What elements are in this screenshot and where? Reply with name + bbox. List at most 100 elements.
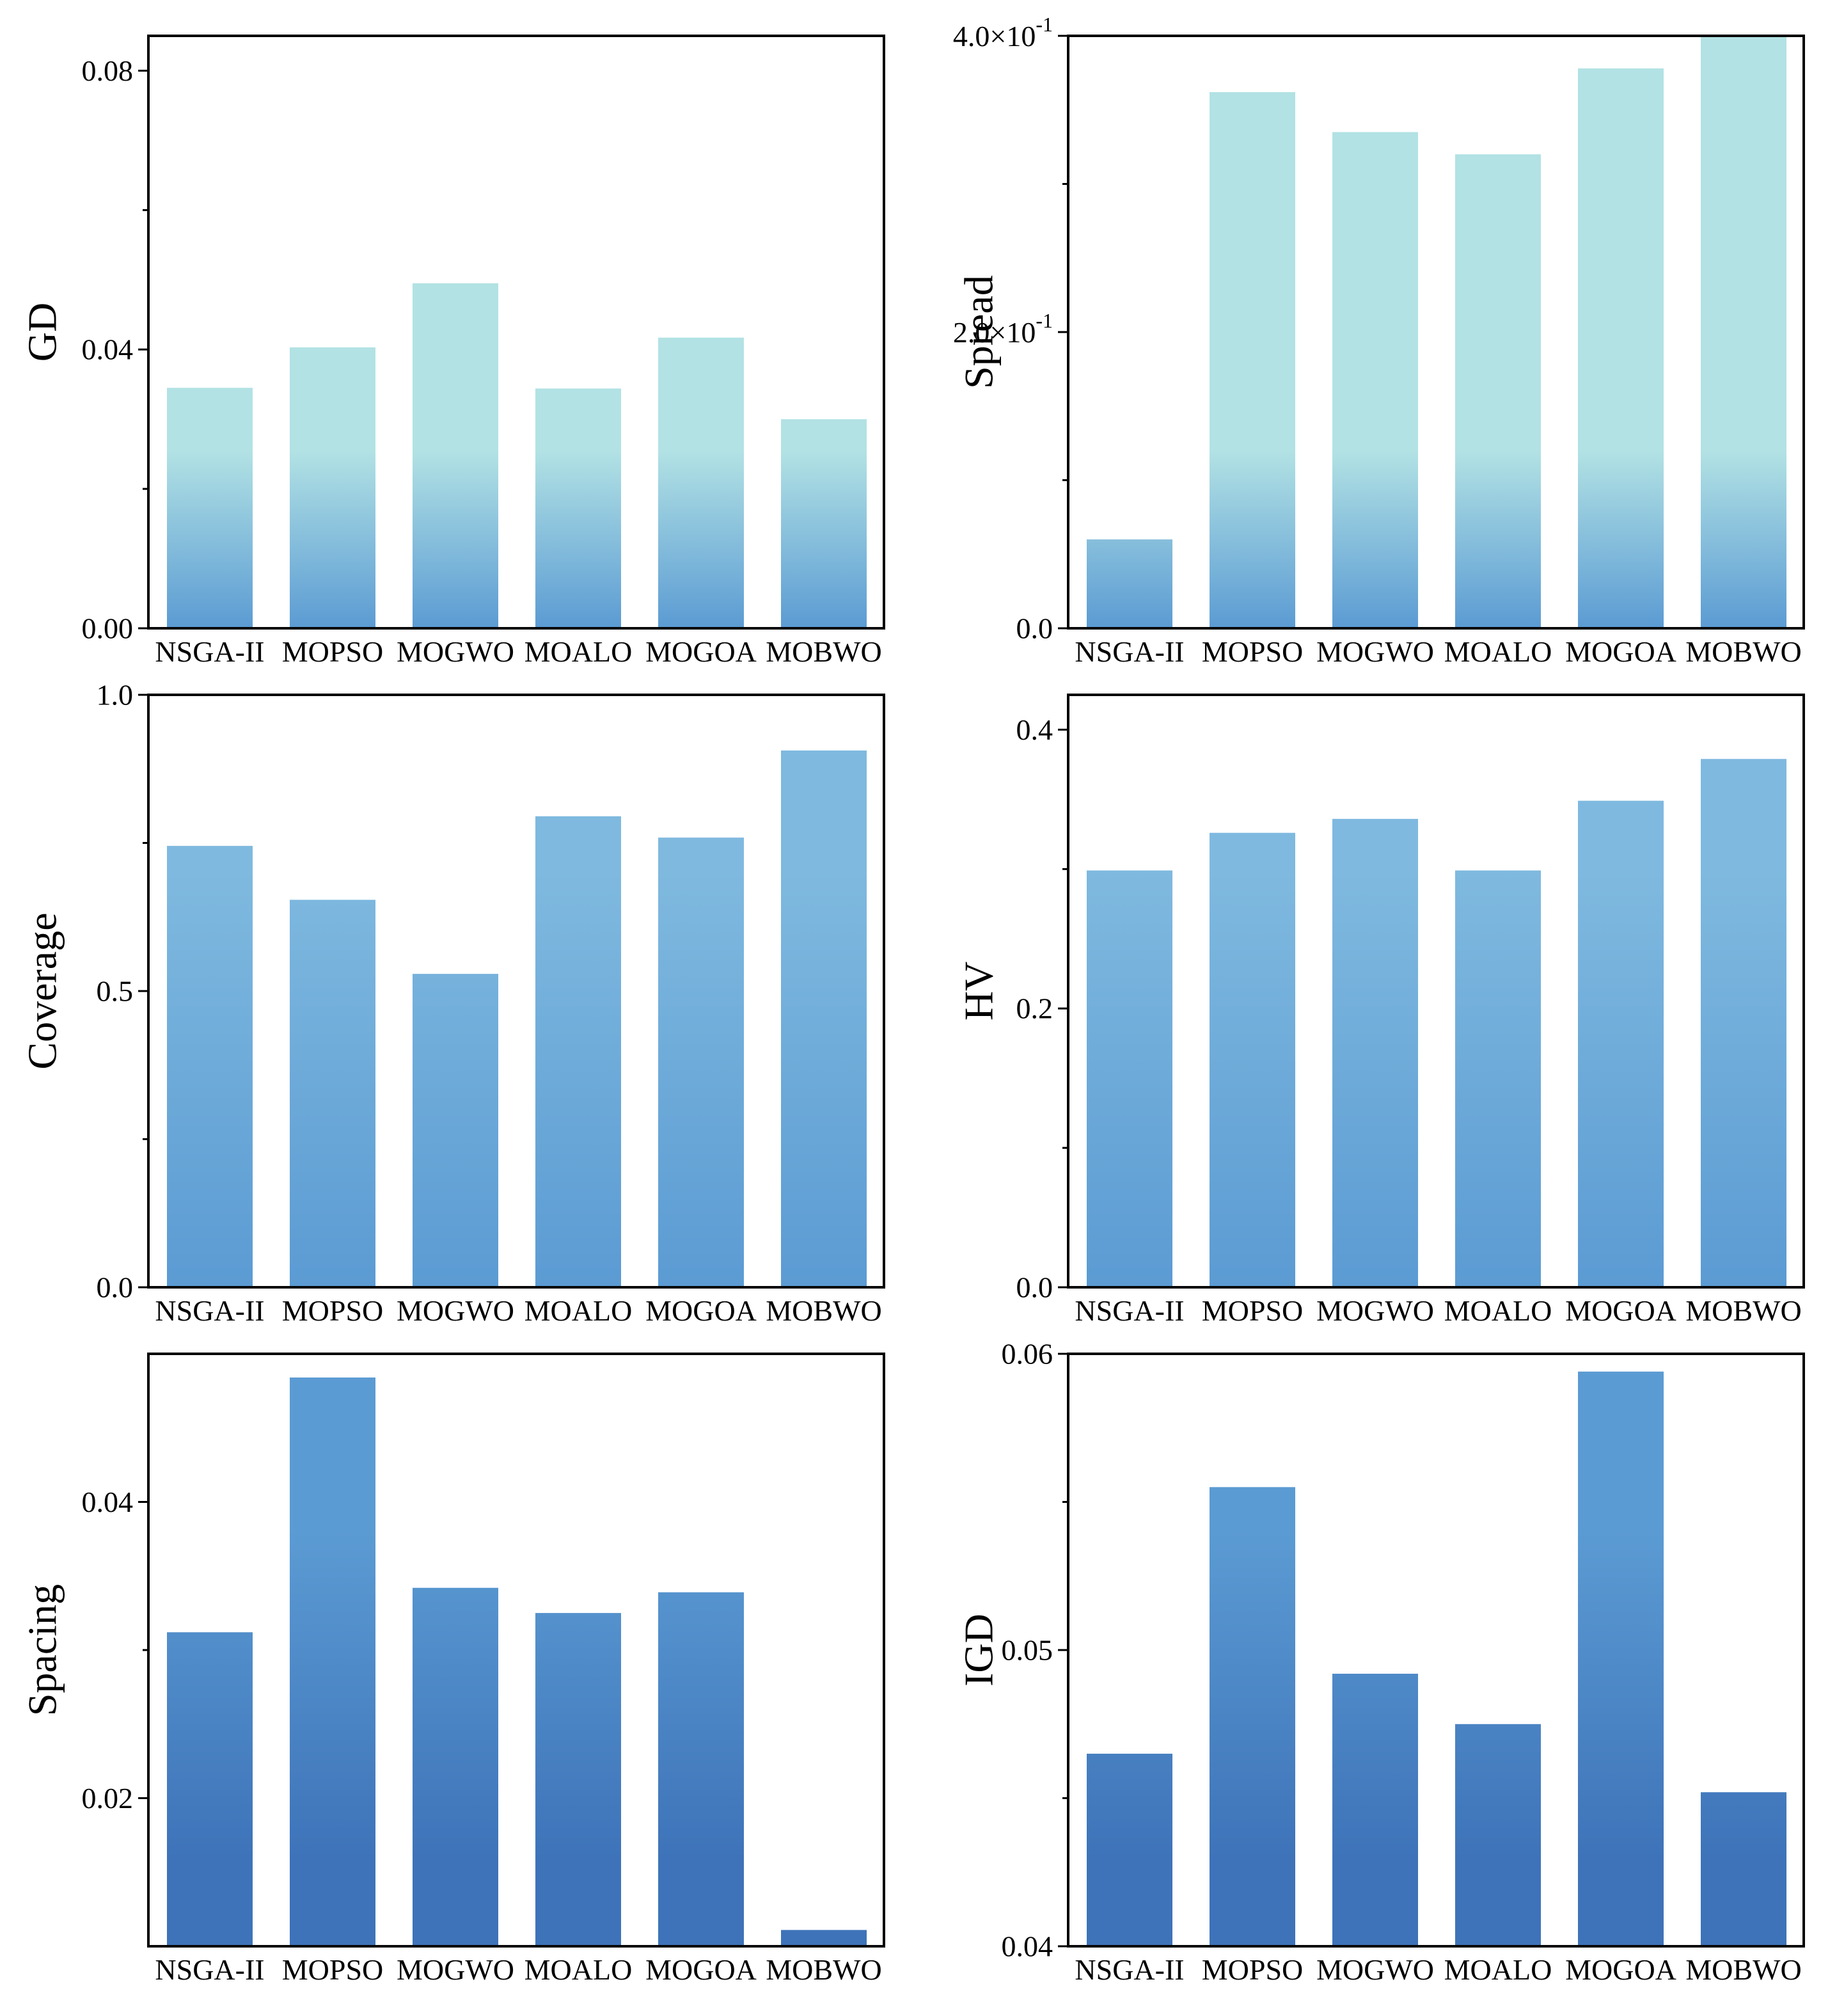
- plot-frame-igd: [1067, 1353, 1805, 1948]
- bar-hv-moalo: [1455, 870, 1541, 1287]
- y-tick-label-coverage: 0.5: [97, 975, 134, 1008]
- x-tick-label-igd: MOBWO: [1685, 1953, 1801, 1986]
- bar-spread-mopso: [1210, 91, 1295, 629]
- bar-coverage-mopso: [290, 900, 375, 1287]
- x-tick-label-spacing: MOGWO: [397, 1953, 514, 1986]
- x-tick-label-coverage: NSGA-II: [155, 1294, 264, 1327]
- x-tick-label-coverage: MOALO: [524, 1294, 633, 1327]
- bar-hv-nsga-ii: [1087, 870, 1172, 1287]
- bar-igd-mogoa: [1578, 1371, 1664, 1946]
- x-tick-label-spacing: MOALO: [524, 1953, 633, 1986]
- plot-frame-hv: [1067, 694, 1805, 1289]
- y-tick-label-spacing: 0.02: [82, 1782, 134, 1814]
- bar-igd-mopso: [1210, 1487, 1295, 1946]
- x-tick-label-hv: MOGOA: [1565, 1294, 1676, 1327]
- x-tick-label-spacing: MOBWO: [766, 1953, 881, 1986]
- bar-gd-mopso: [290, 347, 375, 628]
- x-tick-label-spread: MOBWO: [1685, 635, 1801, 668]
- plot-frame-gd: [147, 35, 885, 630]
- bar-gd-mobwo: [781, 419, 867, 628]
- x-tick-label-hv: MOGWO: [1316, 1294, 1434, 1327]
- x-tick-label-spread: MOALO: [1444, 635, 1552, 668]
- bar-coverage-mobwo: [781, 750, 867, 1287]
- y-tick-label-igd: 0.05: [1002, 1634, 1053, 1667]
- bar-gd-nsga-ii: [167, 388, 253, 628]
- bar-coverage-nsga-ii: [167, 846, 253, 1287]
- plot-frame-spacing: [147, 1353, 885, 1948]
- bar-gd-moalo: [535, 388, 621, 628]
- bar-coverage-moalo: [535, 816, 621, 1287]
- y-axis-title-coverage: Coverage: [20, 912, 65, 1069]
- y-axis-title-hv: HV: [956, 962, 1002, 1020]
- bar-hv-mogoa: [1578, 800, 1664, 1287]
- x-tick-label-gd: NSGA-II: [155, 635, 264, 668]
- x-tick-label-spread: MOGOA: [1565, 635, 1676, 668]
- plot-frame-spread: [1067, 35, 1805, 630]
- y-tick-label-hv: 0.0: [1016, 1271, 1053, 1304]
- tick-exponent: -1: [1036, 309, 1053, 332]
- y-tick-label-gd: 0.00: [82, 612, 134, 645]
- x-tick-label-gd: MOPSO: [282, 635, 384, 668]
- x-tick-label-gd: MOGOA: [645, 635, 757, 668]
- x-tick-label-spread: MOGWO: [1316, 635, 1434, 668]
- bar-spread-mogoa: [1578, 68, 1664, 629]
- x-tick-label-hv: MOPSO: [1202, 1294, 1304, 1327]
- x-tick-label-igd: MOGOA: [1565, 1953, 1676, 1986]
- bar-spread-moalo: [1455, 154, 1541, 628]
- x-tick-label-coverage: MOGWO: [397, 1294, 514, 1327]
- bar-spacing-mobwo: [781, 1930, 867, 1946]
- chart-panel-coverage: 0.0 0.5 1.0 NSGA-II MOPSO MOGWO MOALO MOGOA MOBW…: [20, 679, 885, 1327]
- y-tick-label-spread: 2.0×10-1: [953, 309, 1053, 349]
- x-tick-label-igd: NSGA-II: [1075, 1953, 1184, 1986]
- bar-spacing-mogwo: [413, 1587, 498, 1946]
- bar-hv-mopso: [1210, 832, 1295, 1287]
- bar-spacing-mopso: [290, 1377, 375, 1946]
- y-tick-label-gd: 0.08: [82, 54, 134, 87]
- bar-coverage-mogwo: [413, 974, 498, 1287]
- chart-panel-gd: 0.00 0.04 0.08 NSGA-II MOPSO MOGWO MOALO MOGOA M…: [20, 35, 885, 668]
- x-tick-label-spread: MOPSO: [1202, 635, 1304, 668]
- bar-hv-mogwo: [1332, 818, 1418, 1287]
- x-tick-label-hv: NSGA-II: [1075, 1294, 1184, 1327]
- y-tick-label-igd: 0.04: [1002, 1930, 1053, 1963]
- x-tick-label-igd: MOPSO: [1202, 1953, 1304, 1986]
- tick-mantissa: 4.0×10: [953, 20, 1036, 52]
- bar-igd-nsga-ii: [1087, 1754, 1172, 1946]
- x-tick-label-spacing: MOGOA: [645, 1953, 757, 1986]
- bar-spacing-nsga-ii: [167, 1632, 253, 1946]
- x-tick-label-igd: MOALO: [1444, 1953, 1552, 1986]
- bar-igd-mogwo: [1332, 1674, 1418, 1946]
- bar-coverage-mogoa: [658, 837, 744, 1287]
- bar-spread-mobwo: [1701, 36, 1786, 628]
- bar-spread-nsga-ii: [1087, 539, 1172, 628]
- x-tick-label-hv: MOALO: [1444, 1294, 1552, 1327]
- y-tick-label-coverage: 1.0: [97, 679, 134, 711]
- bar-gd-mogoa: [658, 337, 744, 628]
- chart-panel-hv: 0.0 0.2 0.4 NSGA-II MOPSO MOGWO MOALO MOGOA MOBW…: [956, 694, 1805, 1327]
- y-tick-label-hv: 0.2: [1016, 992, 1053, 1025]
- x-tick-label-spacing: NSGA-II: [155, 1953, 264, 1986]
- x-tick-label-coverage: MOPSO: [282, 1294, 384, 1327]
- y-tick-label-spread: 4.0×10-1: [953, 13, 1053, 52]
- x-tick-label-coverage: MOGOA: [645, 1294, 757, 1327]
- bar-spacing-mogoa: [658, 1592, 744, 1946]
- x-tick-label-coverage: MOBWO: [766, 1294, 881, 1327]
- y-tick-label-spread: 0.0: [1016, 612, 1053, 645]
- y-tick-label-hv: 0.4: [1016, 713, 1053, 746]
- y-axis-title-gd: GD: [20, 303, 65, 361]
- bar-igd-mobwo: [1701, 1792, 1786, 1946]
- bar-igd-moalo: [1455, 1724, 1541, 1946]
- chart-panel-igd: 0.04 0.05 0.06 NSGA-II MOPSO MOGWO MOALO MOGOA M…: [956, 1338, 1805, 1986]
- tick-exponent: -1: [1036, 13, 1053, 36]
- y-tick-label-gd: 0.04: [82, 333, 134, 366]
- bar-spacing-moalo: [535, 1613, 621, 1946]
- y-axis-title-spacing: Spacing: [20, 1584, 65, 1716]
- y-tick-label-coverage: 0.0: [97, 1271, 134, 1304]
- tick-mantissa: 2.0×10: [953, 316, 1036, 349]
- y-tick-label-igd: 0.06: [1002, 1338, 1053, 1370]
- x-tick-label-spread: NSGA-II: [1075, 635, 1184, 668]
- y-axis-title-spread: Spread: [956, 275, 1002, 389]
- y-axis-title-igd: IGD: [956, 1614, 1002, 1687]
- x-tick-label-gd: MOALO: [524, 635, 633, 668]
